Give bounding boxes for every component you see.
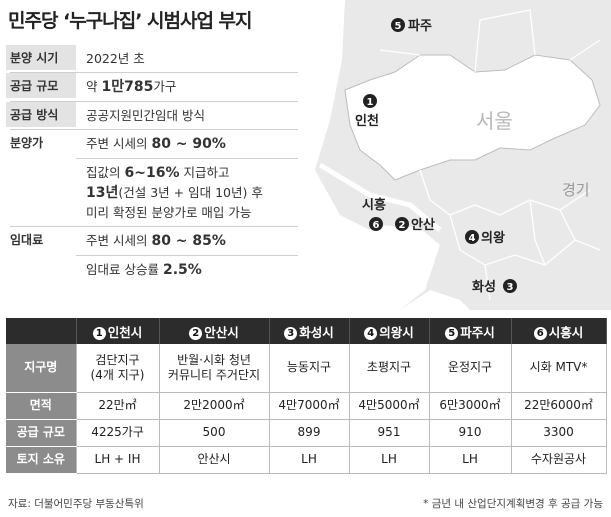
- table-row: 면적 22만㎡ 2만2000㎡ 4만7000㎡ 4만5000㎡ 6만3000㎡ …: [6, 392, 607, 420]
- map-pin-hwaseong: 화성 3: [472, 279, 517, 295]
- rent-value: 주변 시세의 80 ~ 85% 임대료 상승률 2.5%: [76, 227, 298, 284]
- table-cell: 검단지구 (4개 지구): [76, 344, 160, 393]
- map-pin-siheung: 시흥 6: [362, 197, 386, 231]
- table-row: 지구명 검단지구 (4개 지구) 반월·시화 청년 커뮤니티 주거단지 능동지구…: [6, 344, 607, 393]
- table-cell: LH + IH: [76, 446, 160, 474]
- svg-text:6: 6: [373, 220, 380, 231]
- divider: [10, 101, 298, 102]
- table-header-siheung: 6 시흥시: [511, 318, 607, 344]
- table-cell: 초평지구: [349, 344, 430, 393]
- table-cell: 6만3000㎡: [429, 392, 512, 420]
- table-header-incheon: 1 인천시: [76, 318, 160, 344]
- method-value: 공공지원민간임대 방식: [86, 108, 205, 123]
- divider: [10, 72, 298, 73]
- table-cell: 반월·시화 청년 커뮤니티 주거단지: [159, 344, 270, 393]
- site-table: 1 인천시 2 안산시 3 화성시 4 의왕시 5 파주시 6 시흥시 지구명 검단지구 (…: [6, 318, 607, 474]
- method-label: 공급 방식: [6, 102, 76, 127]
- table-header-ansan: 2 안산시: [159, 318, 270, 344]
- table-cell: 운정지구: [429, 344, 512, 393]
- table-cell: 22만6000㎡: [511, 392, 607, 420]
- divider: [10, 129, 298, 130]
- source-note: 자료: 더불어민주당 부동산특위: [8, 498, 144, 510]
- table-cell: 수자원공사: [511, 446, 607, 474]
- supply-value: 약 1만785가구: [86, 79, 177, 95]
- map-pin-paju: 5 파주: [391, 18, 432, 34]
- row-header-supply: 공급 규모: [6, 419, 77, 447]
- table-cell: 4만5000㎡: [349, 392, 430, 420]
- table-cell: 500: [159, 419, 270, 447]
- page-title: 민주당 ‘누구나집’ 시범사업 부지: [8, 10, 253, 32]
- svg-text:시흥: 시흥: [362, 197, 386, 213]
- table-cell: 시화 MTV*: [511, 344, 607, 393]
- table-cell: 2만2000㎡: [159, 392, 270, 420]
- svg-text:1: 1: [367, 97, 374, 108]
- svg-text:2: 2: [399, 220, 406, 231]
- svg-text:안산: 안산: [411, 217, 435, 233]
- table-header-paju: 5 파주시: [429, 318, 512, 344]
- table-cell: 22만㎡: [76, 392, 160, 420]
- svg-text:화성: 화성: [472, 279, 496, 295]
- table-cell: 안산시: [159, 446, 270, 474]
- map-pin-ansan: 2 안산: [395, 217, 435, 233]
- svg-text:3: 3: [507, 282, 514, 293]
- table-cell: 3300: [511, 419, 607, 447]
- table-cell: LH: [269, 446, 350, 474]
- table-cell: 899: [269, 419, 350, 447]
- table-row: 공급 규모 4225가구 500 899 951 910 3300: [6, 419, 607, 447]
- map-pin-incheon: 1 인천: [355, 94, 379, 129]
- svg-text:5: 5: [395, 21, 402, 32]
- svg-text:인천: 인천: [355, 113, 379, 129]
- table-header-hwaseong: 3 화성시: [269, 318, 350, 344]
- table-cell: 4225가구: [76, 419, 160, 447]
- supply-label: 공급 규모: [6, 73, 76, 98]
- info-panel: 분양 시기 2022년 초 공급 규모 약 1만785가구 공급 방식 공공지원…: [6, 45, 298, 284]
- table-cell: 910: [429, 419, 512, 447]
- table-cell: 951: [349, 419, 430, 447]
- map-pin-uiwang: 4 의왕: [465, 230, 505, 246]
- seoul-label: 서울: [476, 109, 513, 133]
- svg-text:의왕: 의왕: [481, 230, 505, 246]
- region-map: 서울 경기 5 파주 1 인천 시흥 6 2 안산 4 의왕 화성 3: [300, 0, 611, 310]
- sale-period-value: 2022년 초: [86, 51, 145, 66]
- footnote: * 금년 내 산업단지계획변경 후 공급 가능: [423, 498, 603, 510]
- table-cell: 능동지구: [269, 344, 350, 393]
- info-row-rent: 임대료 주변 시세의 80 ~ 85% 임대료 상승률 2.5%: [6, 227, 298, 284]
- info-row-method: 공급 방식 공공지원민간임대 방식: [6, 102, 298, 129]
- table-cell: LH: [429, 446, 512, 474]
- row-header-land: 토지 소유: [6, 446, 77, 474]
- row-header-area: 면적: [6, 392, 77, 420]
- svg-text:4: 4: [469, 233, 476, 244]
- info-row-sale-period: 분양 시기 2022년 초: [6, 45, 298, 72]
- table-header-uiwang: 4 의왕시: [349, 318, 430, 344]
- svg-text:파주: 파주: [408, 19, 432, 34]
- presale-value: 주변 시세의 80 ~ 90% 집값의 6~16% 지급하고 13년(건설 3년…: [76, 130, 298, 226]
- info-row-presale: 분양가 주변 시세의 80 ~ 90% 집값의 6~16% 지급하고 13년(건…: [6, 130, 298, 226]
- gyeonggi-label: 경기: [562, 181, 590, 199]
- presale-label: 분양가: [10, 136, 44, 150]
- divider: [10, 226, 298, 227]
- table-corner: [6, 318, 77, 344]
- table-row: 토지 소유 LH + IH 안산시 LH LH LH 수자원공사: [6, 446, 607, 474]
- rent-label: 임대료: [10, 233, 44, 247]
- table-header-row: 1 인천시 2 안산시 3 화성시 4 의왕시 5 파주시 6 시흥시: [6, 318, 607, 344]
- info-row-supply: 공급 규모 약 1만785가구: [6, 73, 298, 101]
- sale-period-label: 분양 시기: [6, 45, 76, 70]
- table-cell: LH: [349, 446, 430, 474]
- row-header-district: 지구명: [6, 344, 77, 393]
- table-cell: 4만7000㎡: [269, 392, 350, 420]
